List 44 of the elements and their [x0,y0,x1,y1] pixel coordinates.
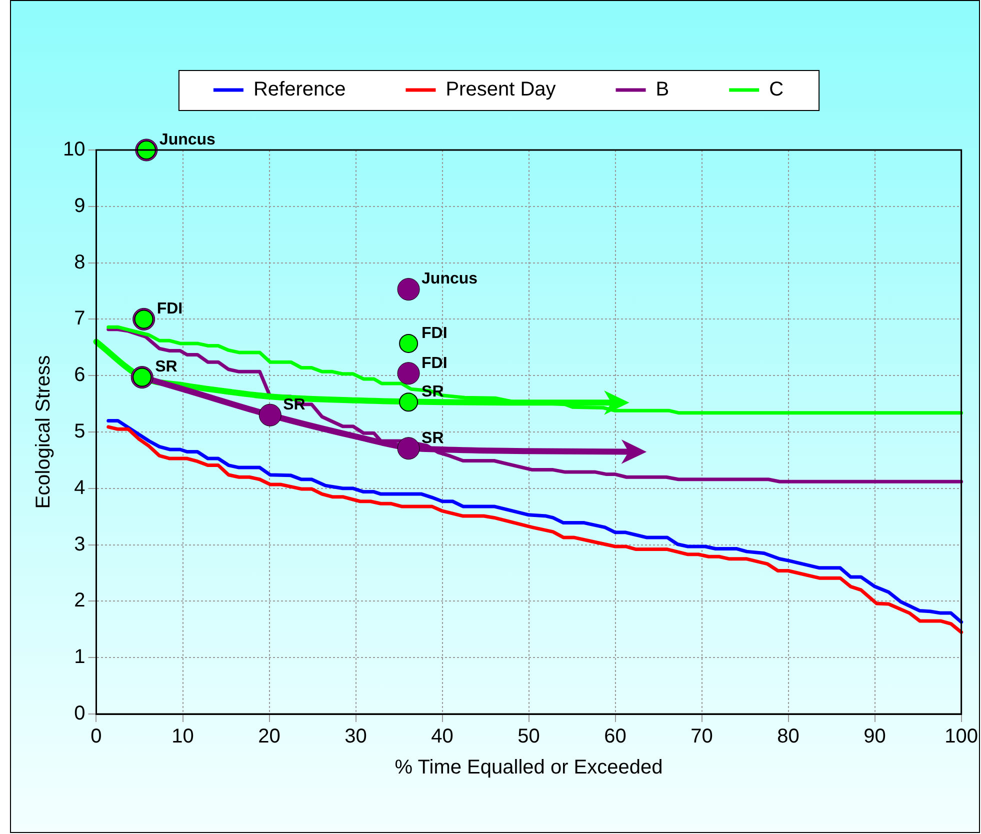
y-tick-label: 6 [74,364,86,386]
point [397,278,420,301]
annotation: FDI [422,324,448,342]
point [604,390,630,415]
annotation: FDI [422,354,448,372]
y-tick-label: 2 [74,590,86,612]
x-tick-label: 70 [690,726,713,748]
point [258,404,282,426]
x-tick-label: 0 [90,726,102,748]
annotation: Juncus [159,131,216,148]
annotation: FDI [156,300,183,318]
point [397,362,420,385]
y-tick-label: 7 [74,308,86,330]
annotation: Juncus [422,270,478,288]
x-tick-label: 40 [431,726,454,748]
x-tick-label: 10 [172,726,194,748]
point [621,440,647,464]
x-axis-title: % Time Equalled or Exceeded [394,756,663,779]
y-tick-label: 1 [74,646,86,668]
y-tick-label: 0 [74,702,86,725]
x-tick-label: 100 [944,726,978,748]
y-tick-label: 8 [74,251,86,274]
point [397,437,420,460]
annotation: SR [283,396,306,414]
point [399,392,418,412]
y-tick-label: 4 [74,476,86,499]
x-tick-label: 20 [258,726,280,748]
x-tick-label: 90 [864,726,886,748]
annotation: SR [155,358,178,376]
annotation: SR [422,430,444,447]
legend-label: C [769,78,784,101]
y-axis-title: Ecological Stress [32,355,55,509]
x-tick-label: 80 [777,726,800,748]
legend-label: B [656,78,670,101]
x-tick-label: 50 [518,726,540,748]
y-tick-label: 10 [62,138,86,161]
y-tick-label: 9 [74,194,86,217]
point [399,334,418,353]
x-tick-label: 30 [344,726,367,748]
y-tick-label: 5 [74,420,86,443]
y-tick-label: 3 [74,533,86,556]
legend-label: Reference [253,78,346,101]
legend-label: Present Day [446,78,556,101]
x-tick-label: 60 [604,726,626,748]
